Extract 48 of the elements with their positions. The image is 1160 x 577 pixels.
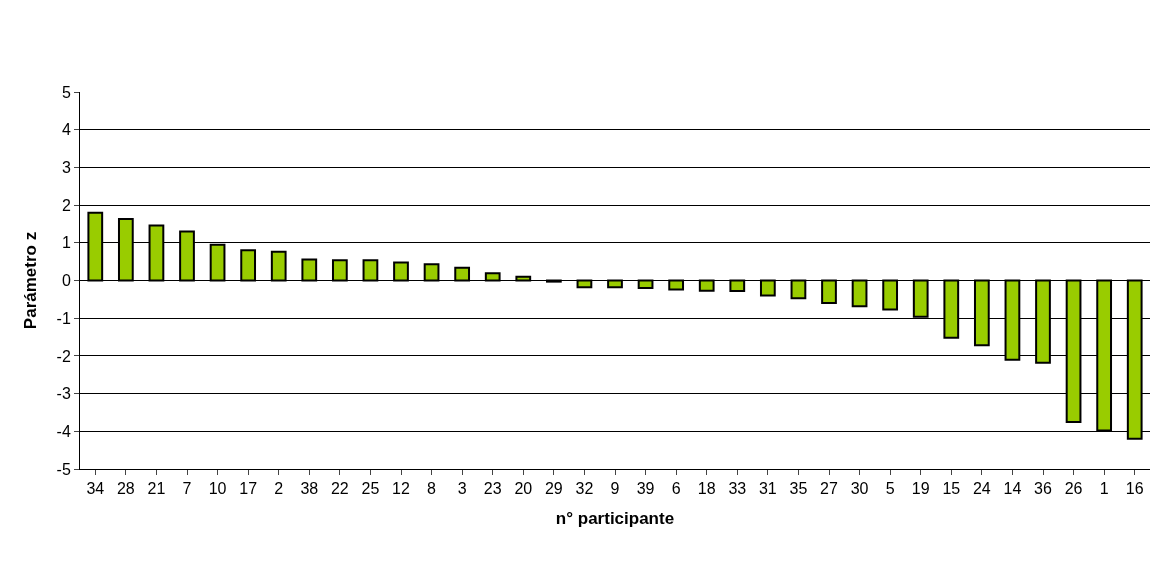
x-tick-label: 30 bbox=[850, 480, 869, 498]
x-tick-label: 18 bbox=[697, 480, 716, 498]
x-tick-label: 12 bbox=[392, 480, 410, 498]
x-tick-label: 23 bbox=[483, 480, 502, 498]
x-tick-label: 28 bbox=[116, 480, 135, 498]
y-axis-title: Parámetro z bbox=[21, 231, 41, 330]
y-tick-label: 4 bbox=[61, 121, 71, 139]
y-tick-label: 5 bbox=[61, 83, 71, 101]
y-tick-label: -5 bbox=[56, 460, 71, 478]
x-tick-label: 3 bbox=[457, 480, 467, 498]
x-tick-label: 22 bbox=[330, 480, 349, 498]
x-tick-label: 29 bbox=[544, 480, 563, 498]
x-tick-label: 31 bbox=[758, 480, 777, 498]
x-tick-label: 24 bbox=[972, 480, 991, 498]
x-tick-label: 27 bbox=[820, 480, 838, 498]
x-tick-label: 20 bbox=[514, 480, 533, 498]
x-tick-label: 26 bbox=[1064, 480, 1083, 498]
x-tick-label: 19 bbox=[911, 480, 930, 498]
y-tick-label: 2 bbox=[61, 196, 71, 214]
x-tick-label: 6 bbox=[671, 480, 681, 498]
x-tick-label: 25 bbox=[361, 480, 380, 498]
x-tick-label: 2 bbox=[274, 480, 284, 498]
x-tick-label: 5 bbox=[885, 480, 895, 498]
y-tick-label: -4 bbox=[56, 422, 71, 440]
y-tick-label: 1 bbox=[61, 234, 71, 252]
x-axis-title: n° participante bbox=[555, 508, 675, 528]
x-tick-label: 10 bbox=[208, 480, 227, 498]
x-tick-label: 7 bbox=[182, 480, 192, 498]
x-tick-label: 16 bbox=[1125, 480, 1144, 498]
x-tick-label: 14 bbox=[1003, 480, 1022, 498]
x-tick-label: 34 bbox=[86, 480, 105, 498]
y-tick-label: -1 bbox=[56, 309, 71, 327]
x-tick-label: 15 bbox=[942, 480, 961, 498]
x-tick-label: 8 bbox=[427, 480, 437, 498]
y-tick-label: -3 bbox=[56, 385, 71, 403]
x-tick-label: 36 bbox=[1034, 480, 1052, 498]
y-tick-label: 0 bbox=[61, 272, 71, 290]
x-tick-label: 21 bbox=[147, 480, 166, 498]
x-tick-label: 35 bbox=[789, 480, 808, 498]
y-tick-label: -2 bbox=[56, 347, 71, 365]
x-tick-label: 1 bbox=[1099, 480, 1109, 498]
x-tick-label: 32 bbox=[575, 480, 594, 498]
y-tick-label: 3 bbox=[61, 159, 71, 176]
x-tick-label: 39 bbox=[636, 480, 655, 498]
x-tick-label: 33 bbox=[728, 480, 747, 498]
x-tick-label: 17 bbox=[239, 480, 258, 498]
x-tick-label: 9 bbox=[610, 480, 620, 498]
x-tick-label: 38 bbox=[300, 480, 319, 498]
